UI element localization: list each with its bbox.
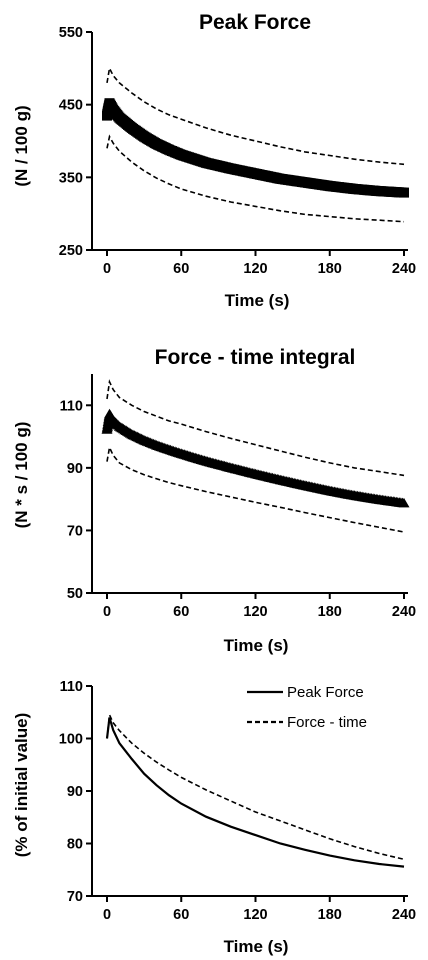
y-tick-label: 80 [67,837,83,853]
y-axis-label: (N / 100 g) [12,105,31,186]
x-tick-label: 0 [103,907,111,923]
legend-label: Peak Force [287,684,364,701]
y-tick-label: 50 [67,586,83,602]
legend-label: Force - time [287,714,367,731]
plot-area: 70 80 90 100 110 0 60 120 180 240 [59,679,416,923]
y-tick-label: 250 [59,243,83,259]
x-tick-label: 180 [318,907,342,923]
x-tick-label: 240 [392,604,416,620]
marker-series [102,98,409,198]
y-tick-label: 70 [67,889,83,905]
chart-title: Force - time integral [155,346,356,369]
band-line [106,444,405,533]
y-axis-label: (% of initial value) [12,713,31,858]
panel-peak-force: Peak Force (N / 100 g) Time (s) 250 350 45… [12,11,416,310]
band-line [106,379,405,477]
x-tick-label: 60 [173,907,189,923]
panel-percent-initial: (% of initial value) Time (s) 70 80 90 100 1… [12,679,416,956]
y-tick-label: 550 [59,25,83,41]
x-tick-label: 180 [318,261,342,277]
triangle-marker [398,497,410,508]
x-axis-label: Time (s) [225,291,290,310]
x-tick-label: 60 [173,261,189,277]
x-tick-label: 0 [103,261,111,277]
y-axis-label: (N * s / 100 g) [12,422,31,529]
y-tick-label: 90 [67,784,83,800]
x-axis-label: Time (s) [224,937,289,956]
band-line [106,65,405,166]
x-tick-label: 120 [243,261,267,277]
plot-area: 50 70 90 110 0 60 120 180 240 [60,374,416,620]
series-line-peak-force [105,717,405,868]
band-line [106,134,405,223]
series-line-force-time [106,711,405,861]
y-tick-label: 350 [59,170,83,186]
panel-force-time-integral: Force - time integral (N * s / 100 g) Ti… [12,346,416,655]
y-tick-label: 110 [60,398,83,414]
x-tick-label: 240 [392,907,416,923]
y-tick-label: 100 [59,732,83,748]
legend: Peak Force Force - time [247,684,367,731]
chart-title: Peak Force [199,11,311,34]
x-tick-label: 120 [243,604,267,620]
square-marker [399,187,409,198]
y-tick-label: 70 [67,523,83,539]
y-tick-label: 450 [59,98,83,114]
plot-area: 250 350 450 550 0 60 120 180 240 [59,25,416,277]
y-tick-label: 90 [67,461,83,477]
y-tick-label: 110 [60,679,83,695]
marker-series [101,408,410,508]
x-axis-label: Time (s) [224,636,289,655]
x-tick-label: 60 [173,604,189,620]
x-tick-label: 180 [318,604,342,620]
x-tick-label: 240 [392,261,416,277]
x-tick-label: 120 [243,907,267,923]
x-tick-label: 0 [103,604,111,620]
